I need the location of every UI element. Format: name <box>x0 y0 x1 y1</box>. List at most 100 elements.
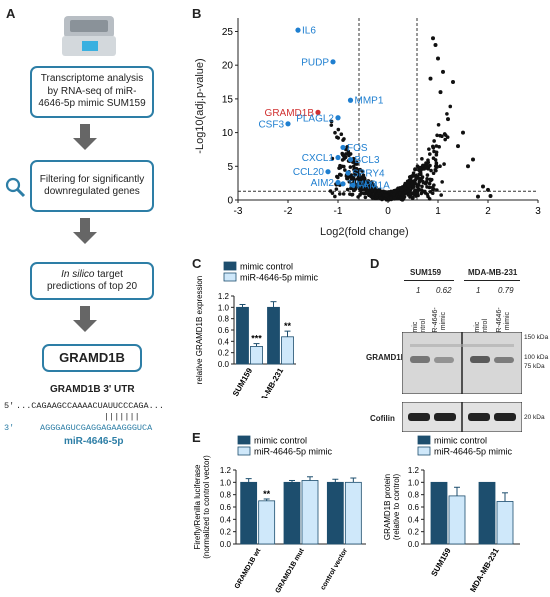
bar <box>267 306 280 365</box>
panel-b-letter: B <box>192 6 202 21</box>
volcano-highlight-point <box>330 59 336 65</box>
volcano-point <box>351 164 356 169</box>
volcano-point <box>342 137 346 141</box>
volcano-point <box>432 139 436 143</box>
bar-ytick-label: 0.0 <box>218 360 230 369</box>
legend-label: mimic control <box>240 262 293 272</box>
volcano-point <box>351 188 356 192</box>
bar <box>250 346 263 365</box>
arrow-2-head <box>73 232 97 244</box>
volcano-xtick-label: 3 <box>535 206 541 217</box>
underline-sum159 <box>404 280 454 281</box>
volcano-point <box>342 164 346 169</box>
volcano-point <box>363 195 368 200</box>
blot-d: SUM159 MDA-MB-231 1 0.62 1 0.79 mimic co… <box>366 260 550 434</box>
volcano-point <box>334 187 339 191</box>
volcano-point <box>384 193 389 198</box>
bar-category-label: GRAMD1B mut <box>275 547 306 594</box>
volcano-point <box>446 117 450 122</box>
volcano-point-label: BCL3 <box>355 155 380 166</box>
volcano-point <box>348 174 353 179</box>
volcano-point <box>345 187 350 192</box>
panel-e-letter: E <box>192 430 201 445</box>
volcano-point <box>358 193 362 197</box>
bar-ytick-label: 1.0 <box>218 303 230 312</box>
volcano-point <box>403 186 408 191</box>
bar-category-label: SUM159 <box>429 546 453 578</box>
quant-3: 1 <box>476 286 481 295</box>
volcano-point <box>434 150 439 155</box>
volcano-point <box>336 175 340 180</box>
volcano-point <box>343 168 347 172</box>
volcano-point-label: IL6 <box>302 26 316 37</box>
volcano-point <box>406 183 410 188</box>
cell-line-mda: MDA-MB-231 <box>468 268 518 277</box>
significance-label: *** <box>251 334 262 344</box>
volcano-point <box>434 144 439 148</box>
volcano-point <box>438 90 443 95</box>
volcano-point-label: CXCL1 <box>302 153 335 164</box>
volcano-point <box>352 170 357 175</box>
volcano-point <box>391 192 396 197</box>
volcano-point-label: SPRY4 <box>352 169 385 180</box>
volcano-xtick-label: 1 <box>435 206 441 217</box>
bar-ytick-label: 0.6 <box>218 326 230 335</box>
bar-chart-e-right: 0.0 0.2 0.4 0.6 0.8 1.0 1.2 SUM159 MDA-MB-231 mim… <box>383 436 520 594</box>
volcano-point <box>370 188 375 193</box>
legend-label: miR-4646-5p mimic <box>434 447 513 457</box>
flow-box-transcriptome: Transcriptome analysis by RNA-seq of miR… <box>30 66 154 118</box>
insilico-rest: target predictions of top 20 <box>46 268 138 293</box>
volcano-point <box>392 195 397 200</box>
volcano-ytick-label: 5 <box>227 162 233 173</box>
volcano-point-label: MMP1 <box>355 96 384 107</box>
bar-ytick-label: 0.4 <box>220 515 232 524</box>
utr-5-seq: ...CAGAAGCCAAAACUAUUCCCAGA... <box>16 401 164 411</box>
marker-75: 75 kDa <box>524 363 545 370</box>
volcano-point <box>428 76 433 81</box>
bar <box>301 480 319 545</box>
cell-line-sum159: SUM159 <box>410 268 442 277</box>
volcano-point <box>329 119 334 124</box>
legend-swatch <box>237 446 251 456</box>
volcano-point <box>362 191 367 196</box>
bar-ytick-label: 1.2 <box>408 466 420 475</box>
bar-category-label: MDA-MB-231 <box>253 366 286 398</box>
volcano-point <box>417 179 422 183</box>
utr-3-seq: AGGGAGUCGAGGAGAAGGGUCA <box>40 423 153 433</box>
volcano-point <box>430 144 435 149</box>
volcano-point <box>399 196 404 200</box>
volcano-highlight-point <box>325 169 331 175</box>
volcano-point <box>433 42 438 47</box>
volcano-point <box>352 173 356 178</box>
volcano-point <box>411 191 416 195</box>
volcano-highlight-point <box>347 97 354 103</box>
volcano-point <box>421 163 425 168</box>
volcano-point <box>417 187 421 192</box>
volcano-point <box>408 195 412 199</box>
panel-d-letter: D <box>370 256 380 271</box>
volcano-point <box>411 171 416 175</box>
volcano-highlight-point <box>295 27 301 33</box>
volcano-point <box>337 172 342 177</box>
bar-category-label: GRAMD1B wt <box>234 547 263 590</box>
volcano-highlight-point <box>335 115 341 121</box>
volcano-point <box>435 165 439 169</box>
bar <box>478 481 496 545</box>
volcano-highlight-point <box>347 156 354 163</box>
bar-y-axis-label: relative GRAMD1B expression <box>195 276 204 384</box>
volcano-point <box>418 165 422 170</box>
volcano-point <box>373 189 377 193</box>
volcano-point <box>350 192 355 197</box>
volcano-xtick-label: -2 <box>284 206 293 217</box>
insilico-italic: In silico <box>61 268 95 280</box>
volcano-point <box>359 189 363 193</box>
volcano-xtick-label: -1 <box>334 206 343 217</box>
volcano-point <box>346 149 351 154</box>
bar-category-label: SUM159 <box>231 366 255 398</box>
bar-category-label: MDA-MB-231 <box>468 546 501 594</box>
volcano-point <box>422 167 427 171</box>
volcano-highlight-point <box>340 181 346 187</box>
volcano-point <box>436 122 441 127</box>
volcano-point <box>349 177 354 182</box>
volcano-point <box>383 190 388 194</box>
